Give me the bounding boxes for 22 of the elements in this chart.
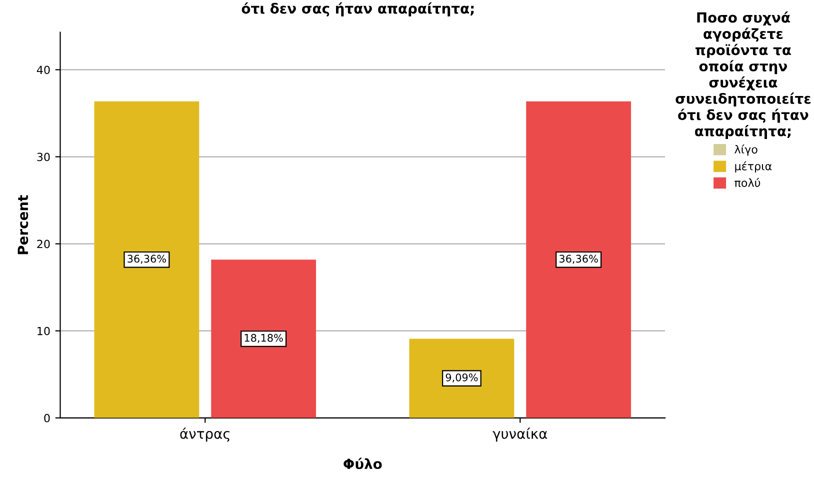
y-axis-title: Percent (18, 195, 28, 254)
x-tick-label: γυναίκα (492, 428, 548, 442)
x-axis-title: Φύλο (344, 458, 382, 470)
y-tick-label: 20 (37, 240, 50, 248)
data-label: 9,09% (446, 373, 478, 382)
y-tick-label: 40 (36, 66, 50, 74)
chart-title: ότι δεν σας ήταν απαραίτητα; (242, 2, 474, 16)
legend-label: μέτρια (735, 161, 772, 172)
x-tick-label: άντρας (180, 428, 230, 442)
data-label: 18,18% (244, 334, 283, 343)
y-tick-label: 30 (37, 152, 50, 162)
bar (409, 338, 514, 418)
bar (526, 101, 632, 418)
bar (211, 260, 316, 418)
legend-label: λίγο (734, 144, 758, 156)
bar (94, 101, 200, 418)
legend-title: Ποσο συχνά αγοράζετε προϊόντα τα οποία στην συνέχεια συνειδητοποιείτε ότι δεν σας ήταν απαραίτητα; (676, 11, 810, 139)
legend-label: πολύ (734, 178, 760, 188)
y-tick-label: 10 (38, 326, 50, 336)
data-label: 36,36% (128, 254, 166, 264)
y-tick-label: 0 (44, 414, 50, 422)
data-label: 36,36% (560, 254, 598, 264)
